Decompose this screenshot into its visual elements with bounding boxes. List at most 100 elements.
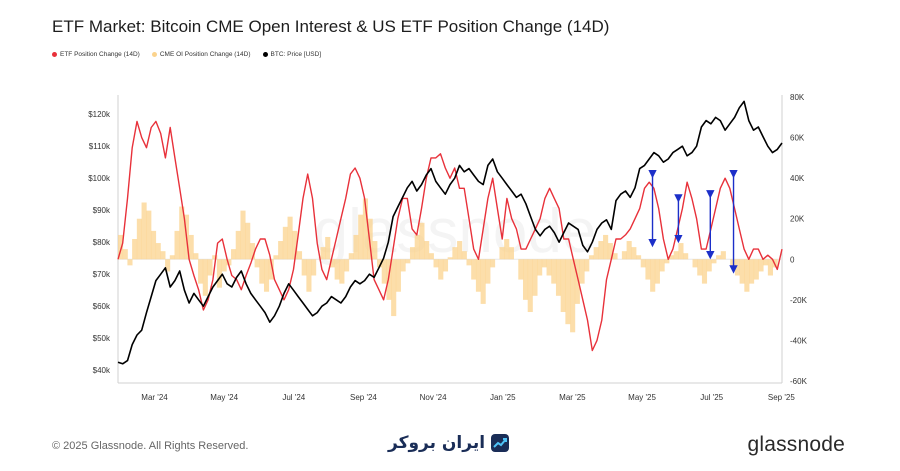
trend-arrow-icon (491, 434, 510, 452)
y-left-tick-label: $40k (93, 366, 111, 375)
cme-bar (692, 259, 698, 268)
cme-bar (475, 259, 482, 292)
x-tick-label: May '24 (210, 393, 238, 402)
cme-bar (231, 249, 237, 260)
cme-bar (471, 259, 477, 280)
cme-bar (551, 259, 557, 284)
legend-item-cme[interactable]: CME OI Position Change (14D) (151, 51, 251, 58)
cme-bar (202, 259, 208, 296)
cme-bar (527, 259, 533, 313)
cme-bar (683, 253, 689, 260)
legend-label-btc: BTC: Price [USD] (270, 51, 322, 58)
y-right-tick-label: 0 (790, 255, 795, 264)
cme-bar (235, 230, 241, 260)
cme-bar (485, 259, 491, 284)
cme-bar (645, 259, 651, 280)
cme-bar (292, 230, 298, 260)
cme-bar (362, 198, 368, 260)
cme-bar (480, 259, 486, 304)
cme-bar (640, 259, 646, 268)
x-tick-label: Sep '25 (768, 393, 795, 402)
btc-price-line (117, 100, 783, 365)
cme-bar (664, 259, 670, 264)
cme-bar (409, 247, 416, 260)
x-tick-label: Mar '24 (141, 393, 168, 402)
cme-bar (584, 259, 590, 272)
y-right-tick-label: -40K (790, 336, 808, 345)
cme-bar (668, 255, 675, 260)
cme-bar (193, 253, 199, 260)
cme-bar (579, 259, 585, 284)
cme-bar (532, 259, 538, 296)
cme-bar (621, 251, 627, 260)
cme-bar (287, 216, 293, 260)
y-left-tick-label: $50k (93, 334, 111, 343)
cme-bar (767, 259, 773, 276)
cme-bar (631, 247, 637, 260)
cme-bar (650, 259, 656, 292)
cme-bar (141, 202, 147, 260)
cme-bar (226, 259, 232, 266)
cme-bar (348, 253, 354, 260)
cme-bar (372, 241, 378, 260)
y-left-tick-label: $120k (88, 110, 111, 119)
cme-bar (353, 234, 359, 260)
cme-bar (678, 243, 684, 260)
cme-bar (716, 255, 722, 260)
chart-legend: ETF Position Change (14D) CME OI Positio… (52, 51, 321, 58)
y-left-tick-label: $110k (89, 142, 111, 151)
glassnode-logo: glassnode (747, 433, 845, 456)
cme-bar (405, 259, 411, 264)
cme-bar (457, 241, 463, 260)
cme-bar (334, 259, 340, 280)
cme-bar (174, 230, 180, 260)
x-tick-label: Mar '25 (559, 393, 586, 402)
y-left-tick-label: $90k (93, 206, 111, 215)
y-right-tick-label: 40K (790, 174, 805, 183)
cme-bar (588, 255, 595, 260)
cme-bar (118, 234, 124, 260)
cme-bar (518, 259, 524, 280)
cme-bar (414, 234, 420, 260)
cme-bar (339, 259, 345, 284)
cme-bar (160, 251, 166, 260)
cme-bar (150, 230, 157, 260)
cme-bar (381, 259, 387, 284)
cme-bar (673, 251, 679, 260)
cme-bar (273, 255, 279, 260)
x-tick-label: Jul '24 (282, 393, 305, 402)
x-tick-label: Sep '24 (350, 393, 377, 402)
y-right-tick-label: 60K (790, 134, 805, 143)
cme-bar (626, 241, 632, 260)
cme-bar (730, 259, 736, 268)
x-tick-label: Nov '24 (420, 393, 447, 402)
cme-bar (216, 259, 223, 288)
cme-bar (504, 239, 510, 260)
cme-bar (282, 226, 288, 260)
cme-bar (706, 259, 712, 272)
legend-dot-btc-icon (262, 52, 268, 57)
cme-bar (419, 222, 425, 260)
legend-item-btc[interactable]: BTC: Price [USD] (262, 51, 322, 58)
cme-bar (188, 234, 194, 260)
cme-bar (391, 259, 397, 317)
cme-bar (565, 259, 571, 325)
cme-bar (461, 251, 467, 260)
y-left-tick-label: $70k (93, 270, 111, 279)
cme-bar (240, 210, 246, 260)
cme-bar (508, 247, 514, 260)
x-tick-label: Jul '25 (700, 393, 723, 402)
cme-bar (329, 259, 336, 268)
cme-bar (127, 259, 133, 266)
cme-bar (607, 243, 613, 260)
y-left-tick-label: $60k (93, 302, 111, 311)
cme-bar (574, 259, 580, 304)
cme-bar (344, 259, 350, 272)
cme-bar (207, 259, 213, 276)
x-tick-label: Jan '25 (490, 393, 516, 402)
legend-item-etf[interactable]: ETF Position Change (14D) (52, 51, 140, 58)
cme-bar (537, 259, 543, 276)
cme-bar (249, 243, 255, 260)
cme-bar (744, 259, 750, 292)
chart-title: ETF Market: Bitcoin CME Open Interest & … (52, 17, 610, 36)
